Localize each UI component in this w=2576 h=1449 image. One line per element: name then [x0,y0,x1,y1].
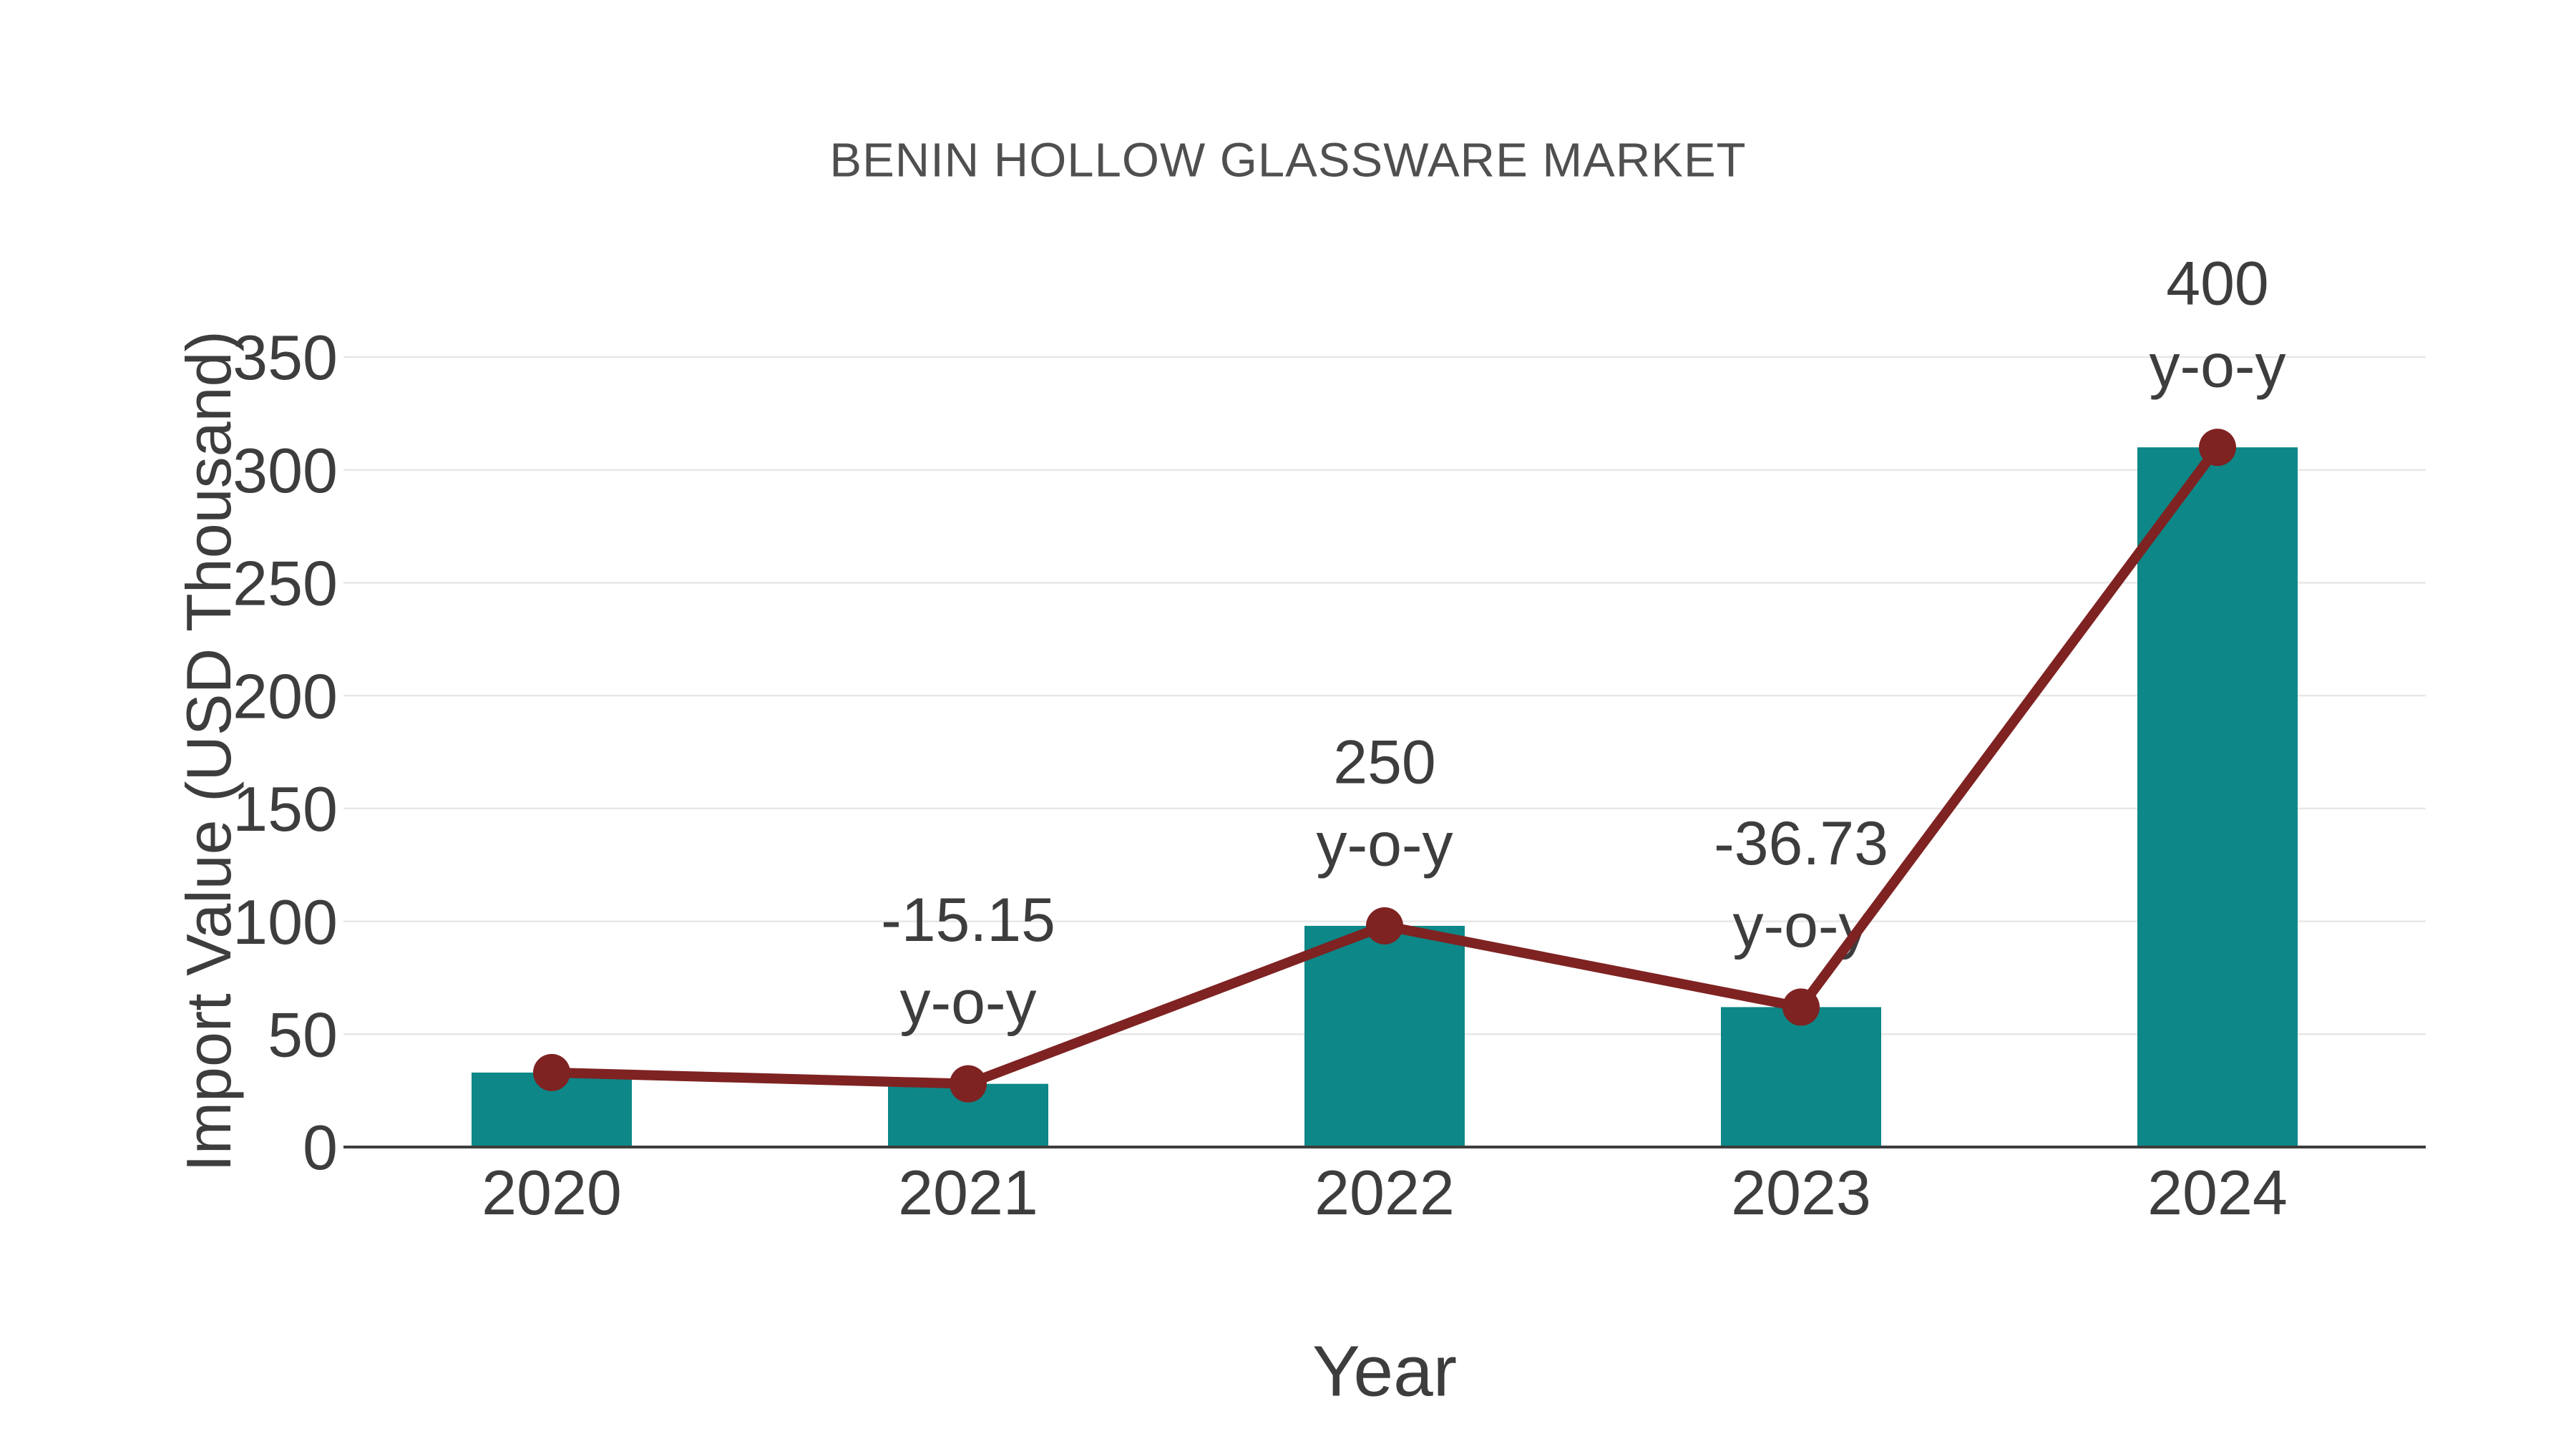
y-tick-label-200: 200 [233,660,338,731]
bar-2023 [1721,1007,1881,1147]
x-tick-label-2020: 2020 [482,1157,622,1228]
y-tick-label-150: 150 [233,774,338,844]
annotation-value-2024: 400 [2166,250,2269,318]
y-tick-label-300: 300 [233,435,338,506]
bar-2024 [2137,447,2298,1147]
annotation-suffix-2024: y-o-y [2149,332,2285,401]
data-point-markers [533,429,2236,1103]
x-tick-labels: 2020 2021 2022 2023 2024 [482,1157,2288,1228]
data-point-marker-2022 [1366,907,1403,945]
annotation-suffix-2022: y-o-y [1316,810,1453,879]
data-point-marker-2023 [1782,988,1820,1026]
y-tick-label-250: 250 [233,548,338,619]
data-point-marker-2021 [950,1065,987,1103]
x-tick-label-2023: 2023 [1731,1157,1871,1228]
y-tick-label-100: 100 [233,887,338,957]
annotation-value-2022: 250 [1333,728,1436,796]
bar-2022 [1304,925,1465,1147]
annotation-suffix-2021: y-o-y [899,968,1036,1037]
y-tick-labels: 0 50 100 150 200 250 300 350 [233,322,338,1183]
x-axis-title: Year [1312,1331,1458,1412]
y-tick-label-0: 0 [303,1112,338,1183]
data-point-marker-2020 [533,1053,570,1091]
y-tick-label-350: 350 [233,322,338,393]
gridlines [343,356,2426,1035]
annotation-value-2023: -36.73 [1714,809,1888,878]
data-point-marker-2024 [2199,429,2236,467]
y-axis-title: Import Value (USD Thousand) [173,331,244,1172]
bar-series [472,447,2298,1147]
x-tick-label-2022: 2022 [1314,1157,1455,1228]
chart-title: BENIN HOLLOW GLASSWARE MARKET [829,133,1747,187]
y-tick-label-50: 50 [268,1000,338,1070]
annotation-value-2021: -15.15 [881,886,1055,955]
x-tick-label-2024: 2024 [2147,1157,2288,1228]
x-tick-label-2021: 2021 [898,1157,1038,1228]
